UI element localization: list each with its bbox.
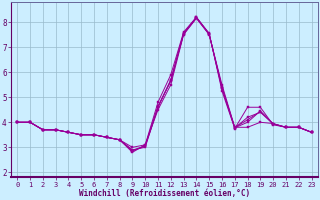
X-axis label: Windchill (Refroidissement éolien,°C): Windchill (Refroidissement éolien,°C) — [79, 189, 250, 198]
